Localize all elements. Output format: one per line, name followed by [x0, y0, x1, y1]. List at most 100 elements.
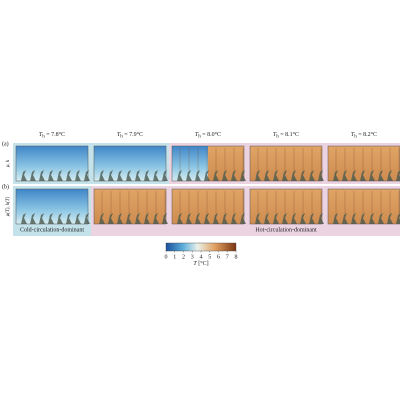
- value: = 7.9°C: [123, 131, 143, 138]
- fin: [162, 170, 168, 181]
- panel-frame: [93, 188, 167, 225]
- symbol: T: [273, 132, 277, 138]
- row-tag: (b): [2, 183, 9, 190]
- panel-frame: [171, 145, 245, 182]
- fin: [75, 170, 81, 181]
- fin: [213, 213, 219, 224]
- column-title: Th = 7.8°C: [39, 131, 65, 139]
- fin: [75, 213, 81, 224]
- colorbar-tick-label: 1: [173, 254, 176, 260]
- fin: [162, 213, 168, 224]
- fin: [342, 170, 348, 181]
- fin: [351, 213, 357, 224]
- fin: [300, 213, 306, 224]
- field: [250, 146, 322, 181]
- subscript: h: [276, 135, 279, 140]
- fin: [309, 170, 315, 181]
- panel-frame: [327, 188, 400, 225]
- fin: [282, 170, 288, 181]
- fin: [177, 170, 183, 181]
- fin: [21, 213, 27, 224]
- fin: [108, 213, 114, 224]
- fin: [21, 170, 27, 181]
- colorbar-label: T [°C]: [193, 260, 208, 267]
- fin: [309, 213, 315, 224]
- subscript: h: [354, 135, 357, 140]
- colorbar-tick-label: 3: [191, 254, 194, 260]
- fin: [291, 213, 297, 224]
- field: [94, 189, 166, 224]
- field: [250, 189, 322, 224]
- fin: [153, 170, 159, 181]
- symbol: T: [351, 132, 355, 138]
- colorbar-tick-label: 0: [165, 254, 168, 260]
- fin: [186, 213, 192, 224]
- value: = 7.8°C: [45, 131, 65, 138]
- fin: [231, 213, 237, 224]
- fin: [396, 170, 400, 181]
- symbol: T: [117, 132, 121, 138]
- fin: [30, 213, 36, 224]
- panel-frame: [249, 145, 323, 182]
- fin: [282, 213, 288, 224]
- unit: [°C]: [198, 260, 208, 267]
- fin: [135, 170, 141, 181]
- colorbar: [165, 242, 237, 252]
- colorbar-tick-label: 4: [200, 254, 203, 260]
- subscript: h: [42, 135, 45, 140]
- field: [16, 146, 88, 181]
- panel-frame: [327, 145, 400, 182]
- colorbar-tick-label: 8: [235, 254, 238, 260]
- fin: [144, 213, 150, 224]
- fin: [30, 170, 36, 181]
- fin: [99, 213, 105, 224]
- column-title: Th = 8.2°C: [351, 131, 377, 139]
- fin: [378, 170, 384, 181]
- panel-frame: [93, 145, 167, 182]
- fin: [135, 213, 141, 224]
- fin: [204, 213, 210, 224]
- fin: [387, 170, 393, 181]
- field: [328, 189, 400, 224]
- fin: [39, 170, 45, 181]
- symbol: T: [39, 132, 43, 138]
- fin: [108, 170, 114, 181]
- fin: [291, 170, 297, 181]
- column-title: Th = 7.9°C: [117, 131, 143, 139]
- field: [328, 146, 400, 181]
- panel-frame: [15, 188, 89, 225]
- fin: [351, 170, 357, 181]
- fin: [117, 213, 123, 224]
- row-label: μ(T), k(T): [6, 196, 11, 216]
- fin: [300, 170, 306, 181]
- fin: [255, 170, 261, 181]
- fin: [126, 170, 132, 181]
- fin: [177, 213, 183, 224]
- fin: [360, 170, 366, 181]
- fin: [222, 170, 228, 181]
- row-tag: (a): [2, 140, 9, 147]
- fin: [48, 213, 54, 224]
- field-hot: [208, 146, 244, 181]
- panel-frame: [171, 188, 245, 225]
- fin: [342, 213, 348, 224]
- fin: [48, 170, 54, 181]
- symbol: T: [193, 261, 197, 267]
- fin: [369, 170, 375, 181]
- field-cold: [172, 146, 208, 181]
- fin: [84, 213, 90, 224]
- fin: [333, 170, 339, 181]
- fin: [204, 170, 210, 181]
- fin: [57, 213, 63, 224]
- fin: [231, 170, 237, 181]
- value: = 8.0°C: [201, 131, 221, 138]
- field: [16, 189, 88, 224]
- fin: [213, 170, 219, 181]
- fin: [240, 170, 246, 181]
- fin: [195, 213, 201, 224]
- colorbar-tick-label: 5: [208, 254, 211, 260]
- fin: [318, 213, 324, 224]
- fin: [126, 213, 132, 224]
- fin: [387, 213, 393, 224]
- fin: [273, 170, 279, 181]
